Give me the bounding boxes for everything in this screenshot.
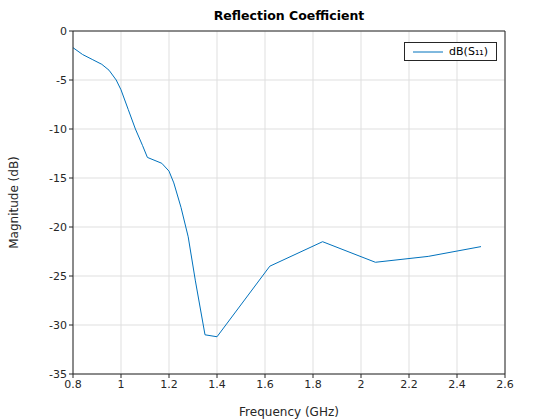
svg-text:-20: -20: [49, 221, 67, 234]
html-text:dB(S₁₁): dB(S₁₁): [449, 45, 488, 58]
svg-text:-15: -15: [49, 172, 67, 185]
svg-text:-30: -30: [49, 319, 67, 332]
svg-text:Frequency (GHz): Frequency (GHz): [239, 405, 339, 419]
svg-text:-25: -25: [49, 270, 67, 283]
html-text:Reflection Coefficient: Reflection Coefficient: [213, 8, 365, 23]
svg-text:1.4: 1.4: [208, 378, 226, 391]
svg-text:2.6: 2.6: [496, 378, 514, 391]
svg-text:-10: -10: [49, 123, 67, 136]
svg-text:1.6: 1.6: [256, 378, 274, 391]
svg-text:1.8: 1.8: [304, 378, 322, 391]
svg-text:1: 1: [118, 378, 125, 391]
svg-text:0.8: 0.8: [64, 377, 82, 391]
svg-text:-5: -5: [56, 74, 67, 87]
svg-text:0: 0: [60, 25, 67, 38]
svg-text:2: 2: [358, 378, 365, 391]
svg-text:2.4: 2.4: [448, 378, 466, 391]
svg-text:-35: -35: [49, 368, 67, 381]
svg-text:2.2: 2.2: [400, 378, 418, 391]
svg-text:Magnitude (dB): Magnitude (dB): [8, 156, 21, 249]
svg-text:1.2: 1.2: [160, 378, 178, 391]
